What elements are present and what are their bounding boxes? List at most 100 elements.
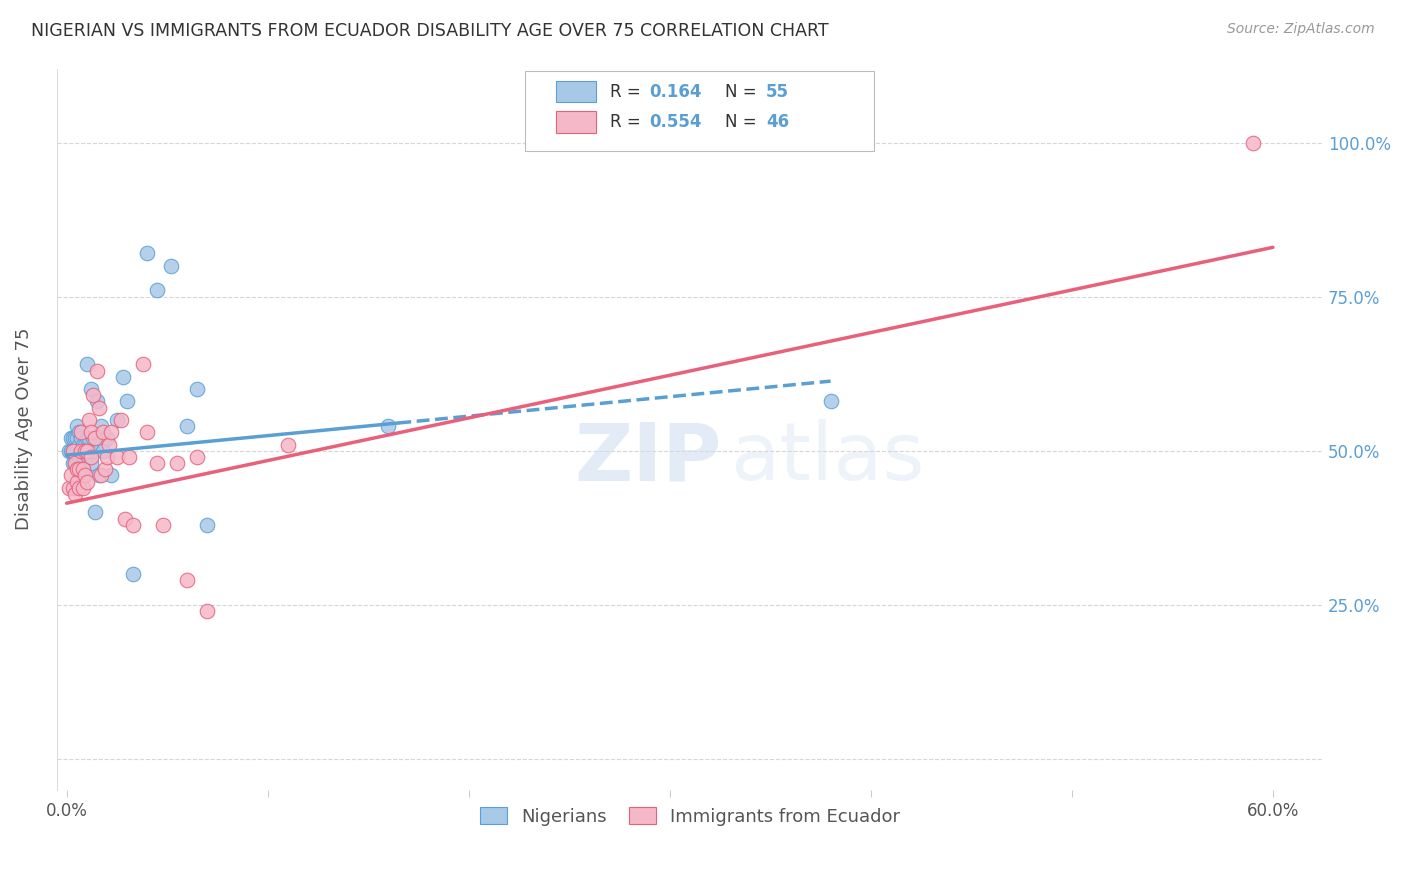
Point: [67, 481, 90, 495]
Point: [59, 432, 82, 446]
Text: R =: R =: [610, 113, 647, 131]
Point: [118, 450, 141, 464]
Text: 0.164: 0.164: [650, 83, 702, 101]
Point: [110, 413, 132, 427]
Point: [80, 456, 103, 470]
Point: [63, 487, 86, 501]
Point: [90, 419, 112, 434]
Point: [72, 462, 94, 476]
Point: [90, 468, 112, 483]
Point: [197, 517, 219, 532]
Point: [66, 475, 89, 489]
Point: [146, 456, 169, 470]
Point: [67, 462, 90, 476]
Text: 0.554: 0.554: [650, 113, 702, 131]
Point: [76, 443, 98, 458]
Text: ZIP: ZIP: [574, 419, 721, 497]
Point: [62, 481, 84, 495]
Point: [62, 443, 84, 458]
Point: [80, 425, 103, 440]
Point: [186, 382, 208, 396]
Point: [100, 468, 122, 483]
Point: [377, 419, 399, 434]
Point: [73, 468, 96, 483]
Point: [63, 456, 86, 470]
Point: [97, 437, 120, 451]
Point: [100, 425, 122, 440]
Point: [66, 443, 89, 458]
Point: [160, 259, 183, 273]
Point: [77, 432, 100, 446]
Text: 46: 46: [766, 113, 789, 131]
Legend: Nigerians, Immigrants from Ecuador: Nigerians, Immigrants from Ecuador: [471, 798, 910, 835]
Point: [73, 468, 96, 483]
Point: [76, 358, 98, 372]
Point: [67, 450, 90, 464]
Point: [73, 437, 96, 451]
Point: [136, 425, 159, 440]
Point: [76, 450, 98, 464]
FancyBboxPatch shape: [555, 81, 596, 103]
Point: [176, 419, 198, 434]
Point: [115, 394, 138, 409]
Point: [94, 462, 117, 476]
Text: Source: ZipAtlas.com: Source: ZipAtlas.com: [1227, 22, 1375, 37]
Point: [77, 413, 100, 427]
Point: [69, 443, 91, 458]
Point: [76, 475, 98, 489]
Point: [66, 432, 89, 446]
Point: [67, 425, 90, 440]
Point: [69, 425, 91, 440]
Text: 55: 55: [766, 83, 789, 101]
Point: [77, 443, 100, 458]
Point: [63, 443, 86, 458]
Point: [63, 432, 86, 446]
Point: [136, 246, 159, 260]
Point: [132, 358, 155, 372]
Point: [82, 432, 104, 446]
Point: [66, 419, 89, 434]
Point: [67, 462, 90, 476]
FancyBboxPatch shape: [555, 112, 596, 133]
Point: [87, 468, 110, 483]
Point: [166, 456, 188, 470]
Text: NIGERIAN VS IMMIGRANTS FROM ECUADOR DISABILITY AGE OVER 75 CORRELATION CHART: NIGERIAN VS IMMIGRANTS FROM ECUADOR DISA…: [31, 22, 828, 40]
Point: [80, 450, 103, 464]
Point: [76, 432, 98, 446]
Point: [114, 511, 136, 525]
Point: [58, 443, 80, 458]
Point: [82, 443, 104, 458]
Point: [105, 413, 128, 427]
Point: [73, 443, 96, 458]
Point: [80, 382, 103, 396]
Point: [111, 369, 134, 384]
Point: [72, 437, 94, 451]
Point: [122, 567, 145, 582]
Text: atlas: atlas: [730, 419, 924, 497]
Text: N =: N =: [725, 113, 762, 131]
Point: [186, 450, 208, 464]
Point: [72, 481, 94, 495]
Point: [62, 432, 84, 446]
Point: [91, 425, 114, 440]
Point: [1241, 136, 1264, 150]
Point: [86, 394, 108, 409]
Point: [176, 574, 198, 588]
FancyBboxPatch shape: [526, 70, 873, 152]
Point: [122, 517, 145, 532]
Point: [96, 450, 118, 464]
Point: [83, 432, 105, 446]
Point: [72, 450, 94, 464]
Point: [91, 443, 114, 458]
Point: [59, 468, 82, 483]
Point: [69, 468, 91, 483]
Point: [277, 437, 299, 451]
Point: [96, 432, 118, 446]
Point: [197, 604, 219, 618]
Point: [63, 456, 86, 470]
Text: N =: N =: [725, 83, 762, 101]
Point: [66, 462, 89, 476]
Point: [105, 450, 128, 464]
Y-axis label: Disability Age Over 75: Disability Age Over 75: [15, 328, 32, 531]
Point: [69, 443, 91, 458]
